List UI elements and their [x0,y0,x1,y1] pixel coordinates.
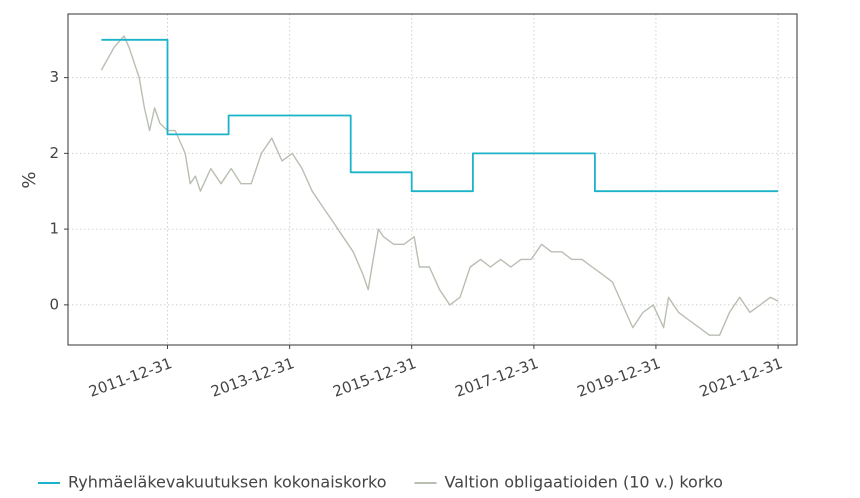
x-tick-label: 2021-12-31 [697,354,785,401]
legend-label: Valtion obligaatioiden (10 v.) korko [445,473,723,492]
y-tick-label: 3 [49,68,59,86]
series-line [100,35,779,336]
x-tick-label: 2013-12-31 [208,354,296,401]
x-tick-label: 2011-12-31 [86,354,174,401]
y-tick-label: 1 [49,220,59,238]
y-axis-label: % [19,171,40,188]
plot-border [67,13,798,346]
legend-label: Ryhmäeläkevakuutuksen kokonaiskorko [68,473,387,492]
x-tick-label: 2019-12-31 [575,354,663,401]
x-tick-label: 2017-12-31 [453,354,541,401]
y-tick-label: 0 [49,295,59,313]
series-line [101,38,779,193]
x-tick-label: 2015-12-31 [331,354,419,401]
y-tick-label: 2 [49,144,59,162]
